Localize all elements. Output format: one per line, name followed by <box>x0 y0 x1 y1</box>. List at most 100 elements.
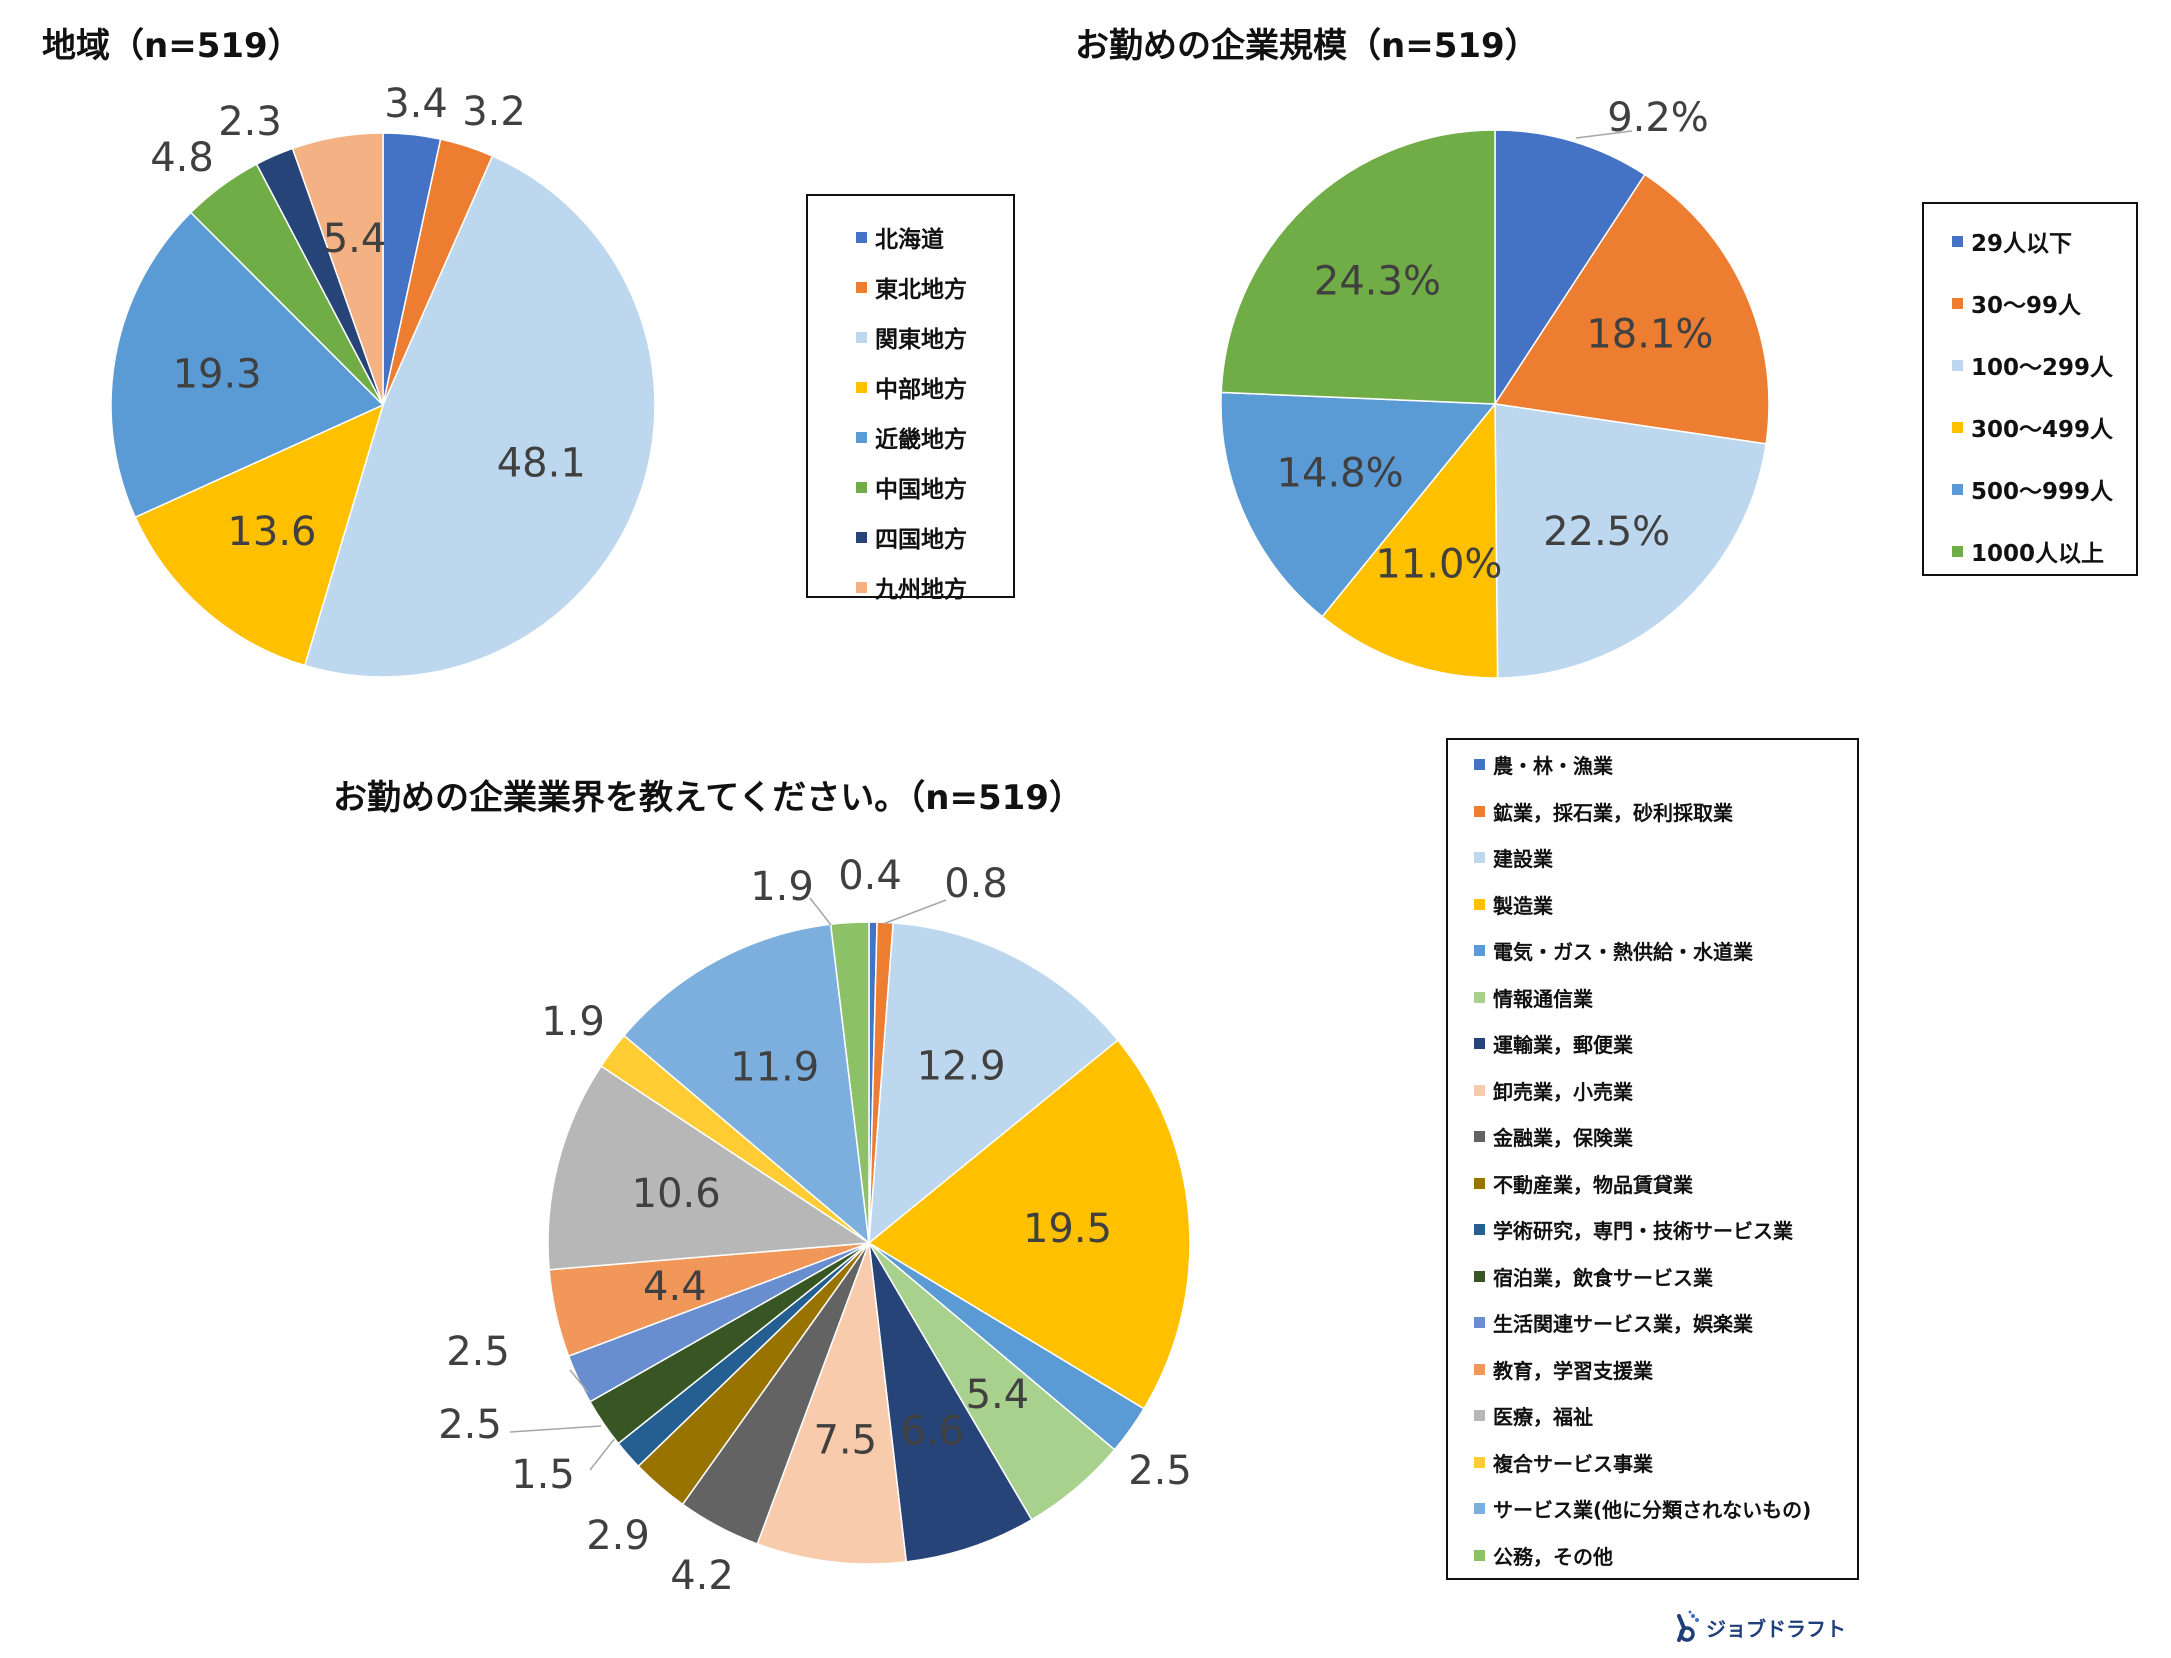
legend-swatch <box>1474 1456 1485 1468</box>
pie-slice <box>134 403 385 667</box>
data-label: 10.6 <box>632 1171 721 1217</box>
legend-item: 公務，その他 <box>1474 1541 1613 1570</box>
legend-swatch <box>1474 759 1485 770</box>
legend-item: 金融業，保険業 <box>1474 1122 1633 1151</box>
legend-swatch <box>1474 1270 1485 1282</box>
legend-item: 製造業 <box>1474 890 1553 919</box>
pie-slice <box>868 922 1119 1245</box>
logo-icon <box>1677 1610 1699 1642</box>
legend-label: 100～299人 <box>1971 355 2114 381</box>
data-label: 2.5 <box>446 1329 510 1375</box>
data-label: 13.6 <box>227 509 316 555</box>
legend-item: 中国地方 <box>856 470 967 504</box>
legend-swatch <box>1474 1177 1485 1189</box>
legend-item: 建設業 <box>1474 843 1553 872</box>
legend-label: 情報通信業 <box>1493 986 1593 1011</box>
legend-item: 1000人以上 <box>1952 534 2104 568</box>
legend-label: 複合サービス事業 <box>1493 1451 1653 1476</box>
data-label: 4.8 <box>150 135 214 181</box>
legend-label: 東北地方 <box>875 277 967 303</box>
pie-slice <box>623 923 870 1245</box>
legend-swatch <box>856 431 867 443</box>
pie-slice <box>547 1065 872 1271</box>
legend-swatch <box>1474 1503 1485 1514</box>
label-leader-line <box>569 1369 589 1393</box>
chart-title-company-size: お勤めの企業規模（n=519） <box>1075 26 1539 66</box>
legend-label: 学術研究，専門・技術サービス業 <box>1493 1219 1793 1243</box>
legend-item: 関東地方 <box>856 320 967 354</box>
data-label: 11.9 <box>730 1045 819 1091</box>
legend-label: 30～99人 <box>1971 293 2082 319</box>
legend-swatch <box>1474 991 1485 1003</box>
legend-item: 中部地方 <box>856 370 967 404</box>
legend-item: 医療，福祉 <box>1474 1401 1593 1430</box>
pie-slice <box>1494 403 1767 679</box>
pie-0: 3.4 3.2 48.1 13.6 19.3 4.82.3 5.4 <box>110 81 656 678</box>
legend-label: 農・林・漁業 <box>1493 754 1613 778</box>
legend-label: 金融業，保険業 <box>1493 1126 1633 1150</box>
pie-slice <box>1493 173 1770 445</box>
legend-label: 卸売業，小売業 <box>1493 1079 1633 1104</box>
legend-item: 運輸業，郵便業 <box>1474 1029 1633 1058</box>
legend-swatch <box>1474 898 1485 910</box>
legend-label: 教育，学習支援業 <box>1493 1358 1653 1383</box>
legend-swatch <box>1474 945 1485 956</box>
legend-region: 北海道東北地方関東地方中部地方近畿地方中国地方四国地方九州地方 <box>806 194 1015 603</box>
data-label: 1.9 <box>541 999 605 1045</box>
legend-swatch <box>1952 359 1963 371</box>
legend-item: 29人以下 <box>1952 224 2072 258</box>
data-label: 3.2 <box>462 89 526 135</box>
data-label: 1.5 <box>511 1452 575 1498</box>
legend-label: 関東地方 <box>875 327 967 353</box>
data-label: 24.3% <box>1314 258 1441 304</box>
pie-slice <box>867 1039 1191 1410</box>
legend-swatch <box>856 531 867 543</box>
legend-item: 情報通信業 <box>1474 983 1593 1012</box>
data-label: 2.5 <box>438 1402 502 1448</box>
legend-label: 製造業 <box>1493 893 1553 918</box>
legend-company-size: 29人以下 30～99人 100～299人 300～499人 500～999人 1000人… <box>1922 202 2138 576</box>
data-label: 5.4 <box>966 1372 1030 1418</box>
legend-swatch <box>1952 483 1963 495</box>
pie-slice <box>1220 391 1497 618</box>
legend-item: 四国地方 <box>856 520 967 554</box>
legend-swatch <box>856 281 867 293</box>
pie-slice <box>756 1242 908 1565</box>
legend-item: 宿泊業，飲食サービス業 <box>1474 1262 1713 1291</box>
data-label: 9.2% <box>1607 95 1709 141</box>
jobdraft-logo: ジョブドラフト <box>1672 1610 1846 1644</box>
chart-title-industry: お勤めの企業業界を教えてください。（n=519） <box>333 778 1083 818</box>
data-label: 4.4 <box>643 1264 707 1310</box>
data-label: 48.1 <box>497 440 586 486</box>
legend-label: 中国地方 <box>875 477 967 503</box>
data-label: 6.6 <box>901 1409 965 1455</box>
data-label: 18.1% <box>1586 311 1713 357</box>
legend-label: 公務，その他 <box>1493 1544 1613 1569</box>
legend-item: 農・林・漁業 <box>1474 750 1613 779</box>
legend-swatch <box>1474 1549 1485 1561</box>
data-label: 19.3 <box>173 352 262 398</box>
legend-item: 近畿地方 <box>856 420 967 454</box>
chart-title-region: 地域（n=519） <box>42 26 302 66</box>
legend-swatch <box>1952 235 1963 247</box>
legend-swatch <box>1474 1317 1485 1328</box>
data-label: 0.8 <box>944 861 1008 907</box>
legend-swatch <box>856 231 867 243</box>
legend-item: 卸売業，小売業 <box>1474 1076 1633 1105</box>
legend-item: 複合サービス事業 <box>1474 1448 1653 1477</box>
legend-label: 500～999人 <box>1971 479 2114 505</box>
legend-label: 建設業 <box>1493 847 1553 871</box>
legend-item: 教育，学習支援業 <box>1474 1355 1653 1384</box>
legend-label: 九州地方 <box>875 577 967 603</box>
legend-label: 近畿地方 <box>875 427 967 453</box>
pie-slice <box>1494 129 1646 407</box>
data-label: 3.4 <box>384 81 448 127</box>
data-label: 7.5 <box>813 1418 877 1464</box>
data-label: 0.4 <box>838 853 902 899</box>
legend-swatch <box>1474 1224 1485 1235</box>
legend-item: 北海道 <box>856 220 944 254</box>
legend-swatch <box>1952 545 1963 557</box>
pie-1: 9.2% 18.1% 22.5% 11.0% 14.8% 24.3% <box>1220 95 1770 679</box>
label-leader-line <box>809 897 832 926</box>
legend-swatch <box>856 581 867 593</box>
